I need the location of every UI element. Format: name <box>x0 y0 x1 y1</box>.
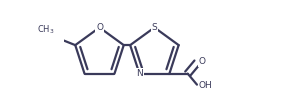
Text: S: S <box>152 23 157 32</box>
Text: OH: OH <box>198 81 212 90</box>
Text: CH$_3$: CH$_3$ <box>37 23 54 36</box>
Text: N: N <box>136 69 143 78</box>
Text: O: O <box>96 23 103 32</box>
Text: O: O <box>198 57 205 66</box>
